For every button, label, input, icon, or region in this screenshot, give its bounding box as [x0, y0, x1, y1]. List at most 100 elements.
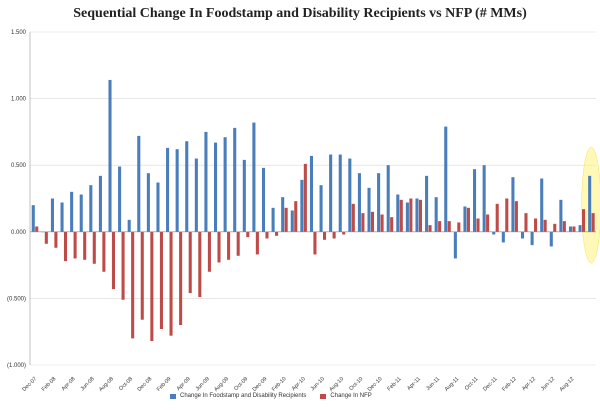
- bar-nfp: [54, 231, 58, 248]
- bar-foodstamp: [300, 179, 304, 232]
- bar-nfp: [63, 231, 68, 262]
- bar-foodstamp: [98, 175, 102, 232]
- bar-foodstamp: [588, 175, 592, 232]
- bar-nfp: [351, 203, 355, 232]
- bar-nfp: [44, 231, 48, 244]
- bar-nfp: [505, 198, 509, 232]
- bar-foodstamp: [252, 122, 256, 232]
- bar-nfp: [111, 231, 116, 290]
- bar-nfp: [370, 211, 375, 232]
- bar-foodstamp: [568, 226, 573, 232]
- bar-foodstamp: [146, 173, 150, 232]
- bar-foodstamp: [434, 197, 438, 232]
- bar-nfp: [121, 231, 125, 300]
- bar-nfp: [92, 231, 96, 264]
- x-tick-label: Oct-10: [348, 376, 364, 392]
- bar-nfp: [313, 231, 317, 255]
- bar-foodstamp: [540, 178, 544, 232]
- y-tick-label: 0.000: [11, 230, 27, 236]
- bar-foodstamp: [444, 126, 448, 232]
- x-tick-label: Aug-08: [98, 376, 115, 393]
- bar-foodstamp: [223, 137, 227, 232]
- bar-foodstamp: [386, 165, 390, 232]
- bar-nfp: [409, 198, 413, 232]
- bar-nfp: [447, 221, 451, 232]
- bar-nfp: [255, 231, 259, 255]
- bar-nfp: [390, 217, 394, 232]
- bar-nfp: [198, 231, 202, 298]
- x-tick-label: Apr-08: [61, 376, 77, 392]
- x-tick-label: Feb-09: [156, 376, 173, 393]
- x-tick-label: Dec-09: [252, 376, 269, 393]
- bar-foodstamp: [415, 198, 419, 232]
- bar-foodstamp: [290, 210, 294, 232]
- y-tick-label: (0.500): [7, 296, 26, 302]
- x-tick-label: Feb-12: [501, 376, 518, 393]
- bar-nfp: [246, 231, 250, 238]
- x-tick-label: Jun-08: [80, 376, 96, 392]
- x-tick-label: Oct-11: [464, 376, 480, 392]
- bar-nfp: [553, 223, 557, 232]
- bar-nfp: [591, 213, 595, 232]
- bar-foodstamp: [453, 231, 457, 259]
- bar-nfp: [543, 219, 547, 232]
- bar-nfp: [466, 207, 470, 232]
- bar-nfp: [582, 209, 586, 232]
- bar-foodstamp: [520, 231, 525, 239]
- bars: [31, 79, 595, 342]
- bar-foodstamp: [405, 202, 409, 232]
- bar-foodstamp: [473, 169, 477, 232]
- x-tick-label: Aug-12: [559, 376, 576, 393]
- bar-foodstamp: [549, 231, 553, 247]
- bar-nfp: [140, 231, 144, 320]
- bar-foodstamp: [348, 158, 352, 232]
- x-tick-label: Oct-08: [118, 376, 134, 392]
- bar-nfp: [332, 231, 336, 239]
- x-tick-label: Dec-08: [137, 376, 154, 393]
- bar-foodstamp: [425, 175, 429, 232]
- bar-nfp: [514, 201, 518, 232]
- x-tick-label: Feb-11: [386, 376, 402, 392]
- x-tick-label: Feb-08: [41, 376, 58, 393]
- bar-nfp: [438, 221, 442, 232]
- bar-nfp: [131, 231, 135, 339]
- bar-nfp: [265, 231, 269, 239]
- bar-nfp: [361, 213, 365, 232]
- x-tick-label: Jun-11: [425, 376, 441, 392]
- bar-foodstamp: [156, 182, 160, 232]
- x-tick-label: Jun-09: [195, 376, 211, 392]
- bar-foodstamp: [309, 155, 313, 232]
- bar-foodstamp: [70, 191, 74, 232]
- bar-foodstamp: [492, 231, 496, 235]
- bar-nfp: [534, 218, 538, 232]
- bar-foodstamp: [213, 142, 218, 232]
- bar-foodstamp: [166, 147, 170, 232]
- bar-nfp: [169, 231, 173, 336]
- y-tick-label: 1.500: [11, 30, 27, 36]
- bar-foodstamp: [578, 225, 582, 232]
- bar-nfp: [236, 231, 240, 256]
- legend-label-nfp: Change In NFP: [330, 393, 372, 399]
- bar-foodstamp: [50, 198, 54, 232]
- bar-nfp: [35, 226, 39, 232]
- bar-foodstamp: [204, 131, 208, 232]
- legend-swatch-foodstamp: [170, 393, 176, 399]
- bar-foodstamp: [281, 197, 285, 232]
- bar-nfp: [342, 231, 346, 235]
- bar-nfp: [486, 214, 490, 232]
- chart-title: Sequential Change In Foodstamp and Disab…: [73, 6, 527, 21]
- bar-nfp: [457, 222, 461, 232]
- bar-foodstamp: [357, 173, 361, 232]
- legend-item-nfp: Change In NFP: [320, 393, 372, 399]
- bar-foodstamp: [194, 158, 198, 232]
- bar-nfp: [380, 214, 384, 232]
- bar-nfp: [399, 199, 403, 232]
- bar-nfp: [179, 231, 183, 326]
- x-tick-label: Apr-09: [176, 376, 192, 392]
- bar-nfp: [188, 231, 192, 294]
- bar-nfp: [572, 226, 576, 232]
- bar-foodstamp: [501, 231, 505, 243]
- bar-nfp: [227, 231, 231, 260]
- bar-foodstamp: [127, 219, 131, 232]
- x-tick-label: Aug-10: [328, 376, 345, 393]
